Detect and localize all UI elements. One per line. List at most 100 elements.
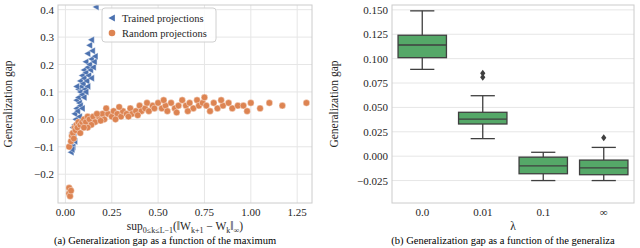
plot-frame [392,5,634,203]
point [164,108,171,115]
outlier [480,70,485,77]
point [279,102,286,109]
point [88,36,94,43]
whisker-low [603,175,604,181]
point [144,100,151,107]
point [248,100,255,107]
box [580,160,628,175]
x-tick-label: 0.00 [56,206,76,218]
x-tick-label: 1.00 [241,206,261,218]
legend-marker [108,14,114,21]
whisker-high [603,147,604,160]
point [70,135,77,142]
x-axis-label-part: k+1 [191,226,204,235]
whisker-high [482,96,483,113]
point [303,100,310,107]
y-tick-label: −0.2 [34,168,54,180]
point [80,94,86,101]
y-grid-line [392,180,634,181]
point [79,105,85,112]
cap-high [471,95,495,96]
x-tick-label: 0.75 [195,206,215,218]
whisker-low [543,174,544,181]
point [116,104,123,111]
x-tick-label: 0.01 [473,206,492,218]
point [201,94,208,101]
y-grid-line [392,9,634,10]
point [257,105,264,112]
point [94,111,101,118]
point [81,124,88,131]
point [68,187,75,194]
median [580,167,628,168]
y-tick-label: 0.075 [363,77,388,89]
plot-background [58,5,312,203]
point [218,97,225,104]
y-axis-label: Generalization gap [328,60,341,147]
y-tick-label: 0.025 [363,126,388,138]
x-axis-label-part: 0≤k≤L−1 [143,226,173,235]
legend-label: Trained projections [122,13,204,24]
x-tick-label: 0.25 [102,206,122,218]
point [125,113,132,120]
x-axis-label-part: sup [127,220,143,233]
x-grid-line [297,5,298,203]
median [398,44,446,45]
y-grid-line [58,174,312,175]
y-grid-line [392,131,634,132]
cap-low [531,180,555,181]
point [207,108,214,115]
y-tick-label: 0.125 [363,28,388,40]
x-tick-label: ∞ [600,206,608,218]
median [519,165,567,166]
legend: Trained projectionsRandom projections [102,8,216,42]
point [82,88,88,95]
caption: (b) Generalization gap as a function of … [391,235,615,247]
y-tick-label: −0.1 [34,141,54,153]
figure: −0.2−0.10.00.10.20.30.4Generalization ga… [0,0,640,248]
cap-high [410,10,434,11]
point [86,42,92,49]
point [97,117,104,124]
point [89,47,95,54]
y-grid-line [58,146,312,147]
y-grid-line [392,83,634,84]
y-tick-label: 0.0 [40,113,54,125]
y-tick-label: 0.4 [40,4,54,16]
caption: (a) Generalization gap as a function of … [54,235,276,247]
x-tick-label: 0.1 [536,206,550,218]
cap-low [471,138,495,139]
point [160,97,167,104]
point [90,64,96,71]
point [244,108,251,115]
y-grid-line [392,107,634,108]
point [103,105,110,112]
marks [398,11,628,181]
x-axis-label: sup0≤k≤L−1(‖Wk+1 − Wk‖∞) [127,220,243,235]
point [92,5,98,11]
cap-low [410,69,434,70]
point [88,75,94,82]
plot-background [392,5,634,203]
legend-frame [102,8,216,42]
x-grid-line [65,5,66,203]
point [266,100,273,107]
y-tick-label: 0.050 [363,101,388,113]
y-tick-label: −0.025 [357,175,388,187]
whisker-low [422,58,423,70]
cap-low [592,180,616,181]
point [91,53,97,60]
x-axis-label: λ [510,220,516,232]
x-tick-label: 1.25 [288,206,308,218]
box [519,157,567,174]
point [91,58,97,65]
cap-high [592,147,616,148]
box [398,35,446,57]
plot-frame [58,5,312,203]
point [134,112,141,119]
y-tick-label: 0.100 [363,53,388,65]
box [459,112,507,124]
x-tick-label: 0.50 [148,206,168,218]
y-tick-label: 0.1 [40,86,54,98]
outlier [601,134,606,141]
